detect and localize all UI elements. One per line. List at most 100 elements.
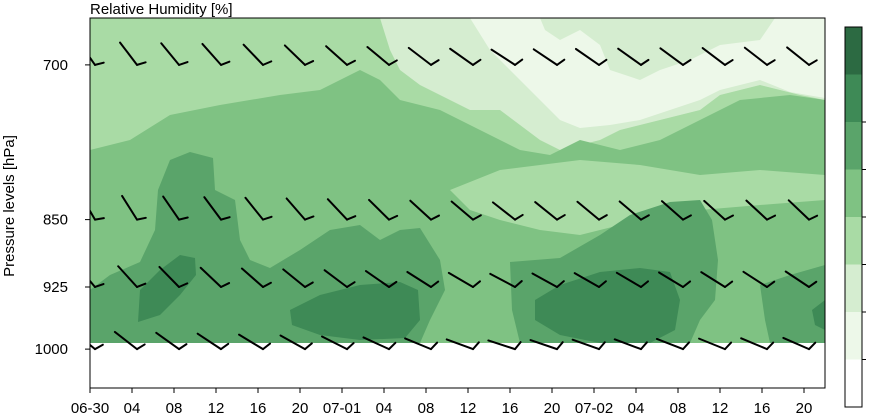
field-band-50-60: [470, 18, 825, 128]
wind-barb: [450, 200, 482, 221]
y-tick-label: 850: [43, 212, 68, 229]
wind-barb: [90, 208, 105, 221]
wind-barb: [613, 338, 648, 351]
wind-barb: [531, 272, 565, 288]
wind-barb: [368, 198, 399, 221]
wind-barb: [447, 271, 481, 288]
x-tick-label: 07-01: [323, 400, 361, 417]
x-tick-label: 20: [292, 400, 309, 417]
wind-barb: [745, 199, 777, 221]
wind-barb: [155, 331, 188, 351]
wind-barb: [244, 196, 273, 221]
wind-barb: [326, 198, 357, 221]
wind-barb: [701, 47, 734, 66]
wind-barb: [203, 196, 231, 221]
x-tick-label: 04: [124, 400, 141, 417]
wind-barb: [615, 271, 650, 288]
x-tick-label: 08: [166, 400, 183, 417]
x-axis: 06-30 04 08 12 16 20 07-01 04 08 12 16 20 07-02 04 08 1…: [71, 388, 813, 417]
wind-barb: [573, 272, 607, 288]
wind-barb: [658, 271, 692, 288]
wind-barb: [117, 265, 147, 288]
wind-barb: [787, 199, 819, 221]
wind-barb: [404, 337, 439, 351]
wind-barb: [162, 195, 189, 221]
wind-barb: [90, 343, 104, 351]
x-tick-label: 16: [250, 400, 267, 417]
x-tick-label: 07-02: [575, 400, 613, 417]
wind-barb: [158, 265, 189, 288]
wind-barb: [529, 339, 564, 351]
y-tick-label: 1000: [35, 341, 68, 358]
wind-barb: [242, 43, 273, 66]
colorbar-bin: [845, 74, 862, 122]
x-tick-label: 04: [628, 400, 645, 417]
wind-barb: [285, 197, 315, 221]
field-band-95-100-b: [290, 282, 420, 340]
wind-barb: [362, 336, 397, 351]
wind-barb: [655, 337, 691, 351]
colorbar-bin: [845, 312, 862, 360]
wind-barb: [786, 46, 818, 66]
colorbar-bin: [845, 122, 862, 170]
wind-barb: [532, 48, 566, 66]
y-tick-label: 925: [43, 279, 68, 296]
wind-barb: [240, 267, 272, 288]
wind-barb: [743, 46, 776, 66]
x-tick-label: 04: [376, 400, 393, 417]
plot-frame: [89, 17, 826, 389]
wind-barb: [119, 41, 147, 66]
colorbar-bin: [845, 359, 862, 407]
wind-barb: [576, 200, 608, 221]
wind-barb: [534, 201, 566, 221]
wind-barb: [201, 42, 231, 66]
wind-barb: [617, 47, 650, 66]
wind-barb: [490, 48, 524, 66]
x-tick-label: 20: [796, 400, 813, 417]
wind-barb: [196, 332, 230, 351]
field-band-70-80-mid: [450, 160, 825, 235]
colorbar-bin: [845, 27, 862, 75]
wind-barb: [740, 337, 775, 351]
x-tick-label: 12: [460, 400, 477, 417]
colorbar-bin: [845, 264, 862, 312]
wind-barb: [489, 272, 523, 288]
wind-barb: [325, 45, 356, 66]
wind-barb: [449, 47, 482, 66]
x-tick-label: 16: [754, 400, 771, 417]
wind-barb: [121, 194, 147, 221]
x-tick-label: 12: [712, 400, 729, 417]
colorbar-bin: [845, 217, 862, 265]
wind-barb: [160, 42, 189, 66]
wind-barb: [742, 270, 776, 288]
wind-barb: [487, 339, 522, 351]
field-band-95-100-d: [812, 300, 825, 330]
wind-barb: [321, 335, 355, 351]
wind-barb: [199, 266, 231, 288]
field-band-80-90-bottom: [440, 322, 512, 343]
colorbar-bin: [845, 169, 862, 217]
wind-barb: [407, 46, 440, 66]
wind-barb: [406, 270, 440, 288]
field-band-95-100-c: [535, 268, 680, 343]
wind-barb: [445, 338, 480, 351]
humidity-field: [90, 18, 825, 343]
x-tick-label: 06-30: [71, 400, 109, 417]
wind-barb: [571, 338, 606, 351]
wind-barb: [364, 270, 398, 288]
x-tick-label: 12: [208, 400, 225, 417]
y-axis-label: Pressure levels [hPa]: [1, 135, 18, 277]
wind-barb: [698, 337, 733, 351]
y-tick-label: 700: [43, 57, 68, 74]
wind-barb: [90, 56, 105, 66]
wind-barb: [784, 270, 818, 288]
wind-barb: [113, 330, 146, 351]
wind-barb: [660, 200, 692, 221]
wind-barb: [90, 279, 105, 288]
wind-barb: [618, 200, 650, 221]
wind-barbs: [90, 41, 819, 351]
chart-title: Relative Humidity [%]: [90, 1, 233, 18]
x-tick-label: 08: [418, 400, 435, 417]
wind-barb: [366, 46, 398, 66]
